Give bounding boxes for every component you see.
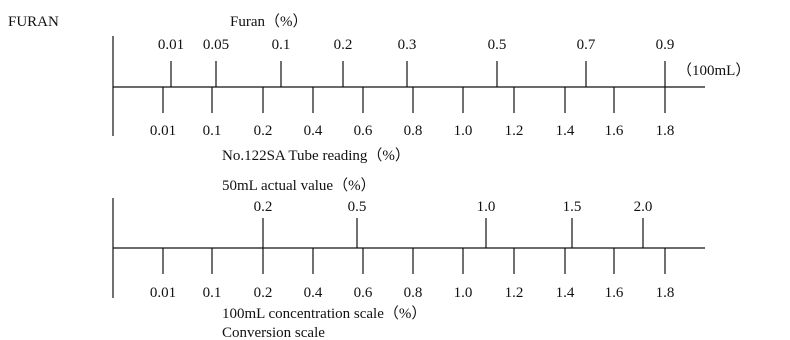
tube-reading-tick-label: 1.2	[505, 123, 524, 139]
furan-tick-label: 0.05	[203, 37, 229, 53]
furan-tick-label: 0.7	[577, 37, 596, 53]
concentration-tick-label: 0.6	[354, 285, 373, 301]
furan-tick-label: 0.01	[158, 37, 184, 53]
tube-reading-tick-label: 1.6	[605, 123, 624, 139]
conversion-scale-caption: Conversion scale	[222, 325, 325, 340]
concentration-tick-label: 1.6	[605, 285, 624, 301]
concentration-tick-label: 1.8	[656, 285, 675, 301]
substance-label: FURAN	[8, 14, 59, 30]
actual-value-tick-label: 1.0	[477, 199, 496, 215]
furan-tick-label: 0.9	[656, 37, 675, 53]
actual-value-title: 50mL actual value（%）	[222, 177, 376, 194]
concentration-tick-label: 1.0	[454, 285, 473, 301]
furan-scale-title: Furan（%）	[230, 13, 308, 30]
concentration-tick-label: 0.4	[304, 285, 323, 301]
concentration-scale-title: 100mL concentration scale（%）	[222, 305, 426, 322]
furan-tick-label: 0.5	[488, 37, 507, 53]
tube-reading-tick-label: 0.6	[354, 123, 373, 139]
tube-reading-tick-label: 0.8	[404, 123, 423, 139]
furan-tick-label: 0.3	[398, 37, 417, 53]
actual-value-tick-label: 0.2	[254, 199, 273, 215]
actual-value-tick-label: 1.5	[563, 199, 582, 215]
furan-tube-scale: Furan（%） 0.01 0.05 0.1 0.2 0.3 0.5 0.7 0.9 0.01…	[112, 13, 750, 164]
concentration-tick-label: 0.8	[404, 285, 423, 301]
actual-value-tick-label: 2.0	[634, 199, 653, 215]
tube-reading-tick-label: 0.01	[150, 123, 176, 139]
tube-reading-tick-label: 0.1	[203, 123, 222, 139]
actual-value-scale: 50mL actual value（%） 0.2 0.5 1.0 1.5 2.0 0.0…	[112, 177, 705, 340]
actual-value-tick-label: 0.5	[348, 199, 367, 215]
concentration-tick-label: 1.2	[505, 285, 524, 301]
tube-reading-title: No.122SA Tube reading（%）	[222, 147, 410, 164]
furan-tick-label: 0.2	[334, 37, 353, 53]
volume-unit-label: （100mL）	[677, 62, 750, 79]
tube-reading-tick-label: 0.2	[254, 123, 273, 139]
tube-reading-tick-label: 1.0	[454, 123, 473, 139]
tube-reading-tick-label: 1.4	[556, 123, 575, 139]
tube-reading-tick-label: 1.8	[656, 123, 675, 139]
concentration-tick-label: 0.2	[254, 285, 273, 301]
concentration-tick-label: 0.1	[203, 285, 222, 301]
concentration-tick-label: 1.4	[556, 285, 575, 301]
concentration-tick-label: 0.01	[150, 285, 176, 301]
furan-tick-label: 0.1	[272, 37, 291, 53]
tube-reading-tick-label: 0.4	[304, 123, 323, 139]
